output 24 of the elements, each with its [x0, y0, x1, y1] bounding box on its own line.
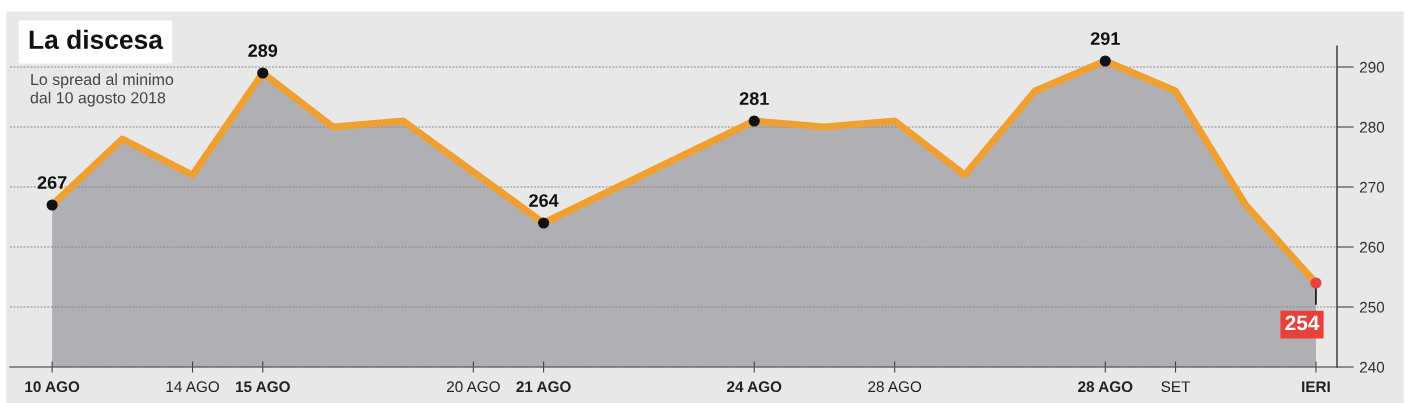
x-tick-label: 24 AGO — [727, 381, 782, 393]
x-tick-label: 28 AGO — [868, 381, 922, 393]
text: Lo spread al minimo dal 10 agosto 2018 — [30, 73, 174, 107]
data-label: 264 — [529, 194, 559, 207]
x-tick-label: 10 AGO — [25, 381, 80, 393]
x-tick-label: 15 AGO — [235, 381, 290, 393]
x-tick-label: 28 AGO — [1078, 381, 1133, 393]
x-tick-label: IERI — [1302, 381, 1330, 392]
data-label: 254 — [1285, 315, 1320, 331]
x-tick-label: 20 AGO — [446, 381, 500, 393]
y-tick-label: 280 — [1359, 121, 1385, 133]
y-tick-label: 240 — [1359, 361, 1385, 373]
chart-title: La discesa — [29, 29, 164, 50]
y-tick-label: 260 — [1359, 241, 1385, 253]
data-label: 267 — [37, 176, 67, 189]
data-label: 281 — [739, 92, 769, 105]
x-tick-label: 14 AGO — [166, 381, 219, 393]
x-tick-label: 21 AGO — [516, 381, 571, 393]
y-tick-label: 290 — [1359, 61, 1385, 73]
y-tick-label: 250 — [1359, 301, 1385, 313]
x-tick-label: SET — [1161, 381, 1191, 393]
data-label: 291 — [1090, 32, 1120, 45]
y-tick-label: 270 — [1359, 181, 1385, 193]
data-label: 289 — [248, 44, 278, 57]
